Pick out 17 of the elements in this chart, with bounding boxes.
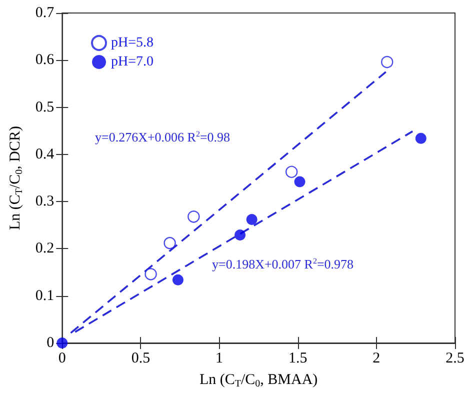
y-tick-label: 0.6 (35, 52, 55, 68)
y-axis-title: Ln (CT/C0, DCR) (8, 126, 25, 230)
x-tick-label: 2.5 (446, 350, 464, 366)
x-tick-label: 0 (58, 350, 66, 366)
y-tick-label: 0.7 (35, 5, 55, 21)
legend-label: pH=5.8 (111, 36, 154, 50)
x-tick-label: 0.5 (131, 350, 150, 366)
legend-label: pH=7.0 (111, 54, 154, 70)
x-tick-label: 2 (372, 350, 380, 366)
y-tick-label: 0.1 (35, 288, 54, 304)
y-tick-label: 0.4 (35, 146, 55, 162)
y-tick-label: 0.5 (35, 99, 54, 116)
y-tick-label: 0 (46, 335, 54, 351)
x-tick-label: 1.5 (288, 350, 308, 366)
y-tick-label: 0.2 (35, 240, 54, 257)
y-tick-label: 0.3 (35, 194, 54, 210)
x-tick-label: 1 (216, 350, 224, 366)
